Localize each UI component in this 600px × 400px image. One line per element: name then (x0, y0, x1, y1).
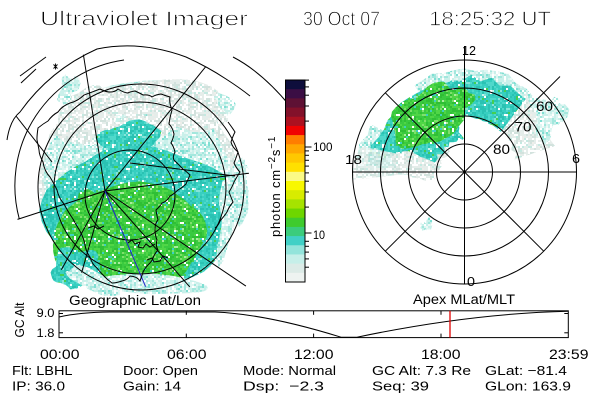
svg-text:23:59: 23:59 (549, 346, 589, 362)
svg-text:30 Oct 07: 30 Oct 07 (303, 9, 380, 31)
svg-text:00:00: 00:00 (40, 346, 80, 362)
svg-text:0: 0 (467, 274, 475, 289)
svg-text:18:25:32 UT: 18:25:32 UT (429, 9, 551, 31)
svg-text:70: 70 (515, 119, 532, 135)
svg-text:1.8: 1.8 (37, 326, 55, 340)
svg-text:80: 80 (493, 141, 510, 157)
svg-text:GC Alt: 7.3 Re: GC Alt: 7.3 Re (372, 363, 471, 378)
svg-text:Mode: Normal: Mode: Normal (243, 363, 336, 378)
svg-text:100: 100 (313, 142, 333, 154)
svg-text:12:00: 12:00 (294, 346, 334, 362)
svg-text:Seq: 39: Seq: 39 (372, 379, 429, 394)
svg-text:Flt: LBHL: Flt: LBHL (12, 363, 73, 378)
svg-text:6: 6 (572, 151, 580, 166)
svg-text:Ultraviolet Imager: Ultraviolet Imager (40, 9, 248, 31)
svg-text:Dsp: −2.3: Dsp: −2.3 (243, 379, 324, 394)
svg-text:Gain: 14: Gain: 14 (123, 379, 181, 394)
svg-text:IP: 36.0: IP: 36.0 (12, 379, 65, 394)
svg-text:GC Alt: GC Alt (13, 302, 27, 338)
svg-text:photon cm−2s−1: photon cm−2s−1 (267, 136, 283, 237)
svg-text:GLon: 163.9: GLon: 163.9 (485, 379, 571, 394)
svg-text:60: 60 (536, 98, 553, 114)
svg-text:06:00: 06:00 (167, 346, 207, 362)
svg-text:Apex MLat/MLT: Apex MLat/MLT (413, 292, 515, 307)
svg-text:Geographic Lat/Lon: Geographic Lat/Lon (69, 293, 201, 308)
svg-text:Door: Open: Door: Open (123, 363, 198, 378)
svg-text:9.0: 9.0 (37, 306, 55, 320)
svg-text:12: 12 (462, 43, 476, 58)
svg-text:18: 18 (345, 152, 362, 167)
svg-text:GLat: −81.4: GLat: −81.4 (485, 363, 567, 378)
svg-text:18:00: 18:00 (421, 346, 461, 362)
svg-text:10: 10 (313, 230, 325, 242)
